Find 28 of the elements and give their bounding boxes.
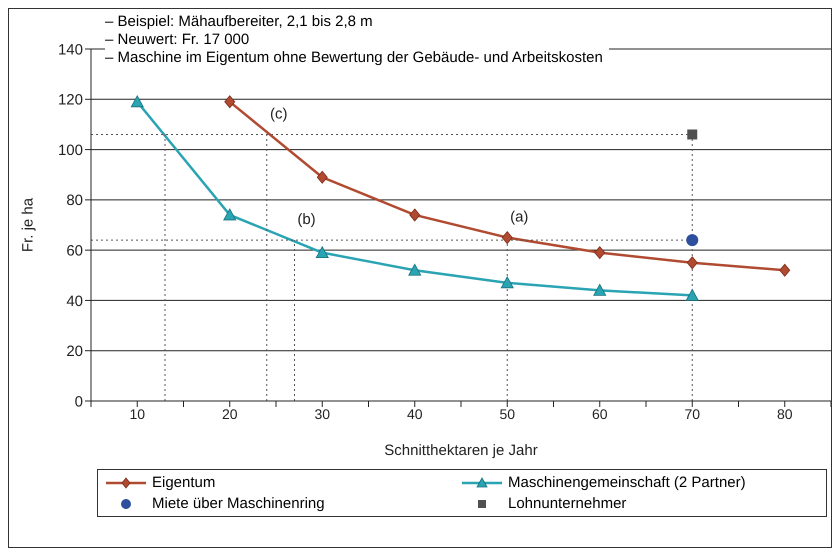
x-tick-label: 30	[314, 406, 330, 422]
y-tick-label: 60	[66, 242, 83, 260]
legend-label: Lohnunternehmer	[508, 495, 626, 512]
x-tick-label: 70	[684, 406, 700, 422]
y-tick-label: 140	[58, 41, 83, 58]
x-tick-label: 50	[499, 406, 516, 422]
y-axis-title: Fr. je ha	[19, 197, 36, 252]
y-tick-label: 0	[74, 393, 83, 410]
y-tick-label: 100	[58, 142, 83, 159]
x-tick-label: 10	[129, 406, 146, 422]
legend-label: Miete über Maschinenring	[152, 495, 325, 512]
y-tick-label: 20	[66, 343, 83, 360]
x-tick-label: 40	[406, 406, 423, 422]
annotation: (b)	[297, 211, 316, 228]
text: – Beispiel: Mähaufbereiter, 2,1 bis 2,8 m	[105, 13, 374, 31]
y-tick-label: 120	[58, 92, 83, 109]
y-tick-label: 40	[66, 292, 83, 310]
text: – Neuwert: Fr. 17 000	[105, 31, 250, 49]
legend-label: Maschinengemeinschaft (2 Partner)	[508, 474, 746, 491]
x-tick-label: 60	[592, 406, 608, 422]
x-tick-label: 80	[776, 406, 793, 422]
annotation: – Maschine im Eigentum ohne Bewertung der Gebäude- und Arbeitskosten	[105, 49, 603, 67]
annotation: (c)	[270, 105, 288, 122]
x-axis-title: Schnitthektaren je Jahr	[384, 442, 538, 459]
legend-label: Eigentum	[152, 474, 216, 491]
y-tick-label: 80	[66, 192, 83, 210]
annotation: (a)	[510, 208, 528, 226]
x-tick-label: 20	[222, 406, 238, 422]
